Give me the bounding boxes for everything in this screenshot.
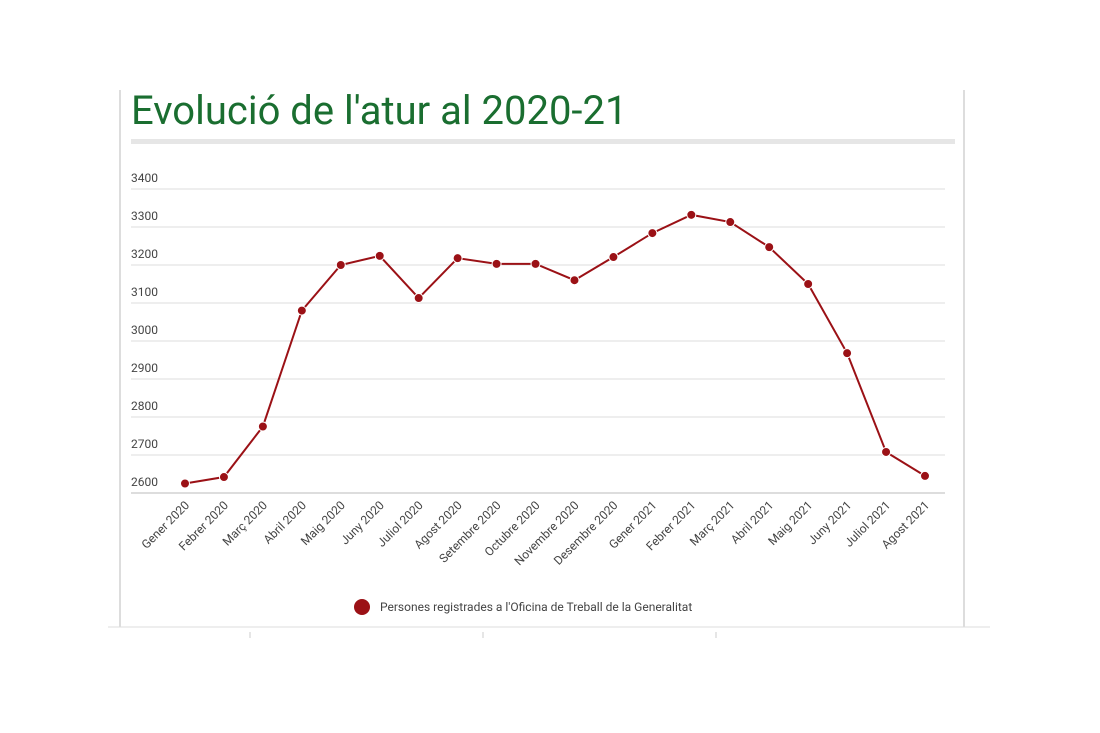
- y-tick-label: 3200: [131, 247, 158, 261]
- point: [647, 228, 658, 239]
- point: [413, 293, 424, 304]
- point: [725, 217, 736, 228]
- point: [218, 472, 229, 483]
- point: [335, 260, 346, 270]
- y-tick-label: 3000: [131, 323, 158, 337]
- y-tick-label: 2600: [131, 475, 158, 489]
- line: [184, 213, 926, 485]
- point: [764, 242, 775, 253]
- point: [920, 470, 930, 481]
- y-tick-label: 2800: [131, 399, 158, 413]
- title-rule: [131, 139, 955, 144]
- point: [491, 258, 502, 269]
- y-tick-label: 2700: [131, 437, 158, 451]
- chart-title: Evolució de l'atur al 2020-21: [131, 87, 627, 134]
- y-tick-label: 3100: [131, 285, 158, 299]
- point: [686, 209, 697, 220]
- point: [180, 478, 190, 489]
- point: [842, 348, 853, 359]
- point: [296, 305, 307, 316]
- legend-marker: [354, 599, 370, 615]
- point: [374, 250, 385, 261]
- point: [530, 258, 541, 269]
- point: [257, 421, 268, 432]
- point: [881, 446, 892, 457]
- y-tick-label: 2900: [131, 361, 158, 375]
- y-tick-label: 3400: [131, 171, 158, 185]
- point: [452, 253, 463, 264]
- y-tick-label: 3300: [131, 209, 158, 223]
- legend-label: Persones registrades a l'Oficina de Treb…: [380, 600, 692, 614]
- point: [608, 252, 619, 263]
- point: [569, 275, 580, 286]
- point: [803, 279, 814, 289]
